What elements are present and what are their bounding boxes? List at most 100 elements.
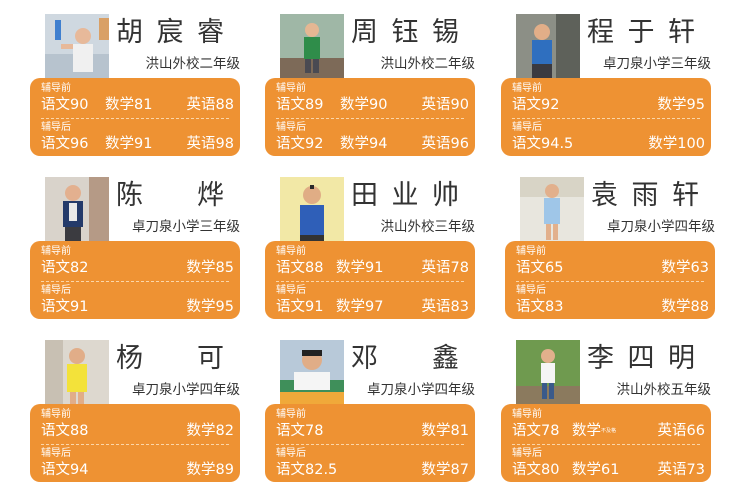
student-school-grade: 卓刀泉小学四年级 [607, 219, 715, 235]
after-scores: 辅导后 语文83 数学88 [516, 285, 709, 317]
student-photo [280, 340, 344, 404]
math-score-after: 数学61 [572, 462, 620, 478]
student-name: 田业帅 [351, 179, 459, 211]
before-scores: 辅导前 语文92 数学95 [512, 83, 705, 115]
before-label: 辅导前 [41, 246, 71, 257]
divider [41, 118, 229, 119]
before-scores: 辅导前 语文88 数学82 [41, 409, 234, 441]
student-photo [45, 177, 109, 241]
before-label: 辅导前 [512, 83, 542, 94]
student-name: 程于轩 [587, 16, 695, 48]
divider [516, 281, 704, 282]
student-name: 胡宸睿 [116, 16, 224, 48]
student-photo [280, 14, 344, 78]
math-score-before: 数学81 [105, 97, 153, 113]
chinese-score-after: 语文94.5 [512, 136, 574, 152]
after-scores: 辅导后 语文91 数学97 英语83 [276, 285, 469, 317]
english-score-after: 英语83 [421, 299, 469, 315]
math-score-before: 数学81 [421, 423, 469, 439]
student-school-grade: 洪山外校二年级 [380, 56, 476, 72]
student-school-grade: 洪山外校二年级 [145, 56, 241, 72]
student-name: 周钰锡 [351, 16, 459, 48]
math-score-before: 数学95 [657, 97, 705, 113]
english-score-after: 英语96 [421, 136, 469, 152]
before-label: 辅导前 [41, 409, 71, 420]
math-score-after: 数学87 [421, 462, 469, 478]
before-scores: 辅导前 语文65 数学63 [516, 246, 709, 278]
after-label: 辅导后 [512, 122, 542, 133]
divider [512, 118, 700, 119]
divider [41, 281, 229, 282]
score-panel: 辅导前 语文78 数学不及格 英语66 辅导后 语文80 数学61 英语73 [501, 404, 711, 482]
divider [512, 444, 700, 445]
after-label: 辅导后 [516, 285, 546, 296]
before-scores: 辅导前 语文88 数学91 英语78 [276, 246, 469, 278]
math-score-before: 数学不及格 [572, 423, 617, 439]
student-school-grade: 洪山外校五年级 [616, 382, 712, 398]
before-label: 辅导前 [516, 246, 546, 257]
student-name: 杨可 [116, 342, 224, 374]
chinese-score-after: 语文91 [41, 299, 89, 315]
english-score-after: 英语98 [186, 136, 234, 152]
english-score-after: 英语73 [657, 462, 705, 478]
math-score-after: 数学97 [336, 299, 384, 315]
chinese-score-before: 语文65 [516, 260, 564, 276]
student-school-grade: 卓刀泉小学三年级 [132, 219, 240, 235]
after-label: 辅导后 [276, 448, 306, 459]
student-photo [45, 340, 109, 404]
student-card: 邓鑫 卓刀泉小学四年级 辅导前 语文78 数学81 辅导后 语文82.5 数学8… [265, 340, 475, 482]
score-panel: 辅导前 语文65 数学63 辅导后 语文83 数学88 [505, 241, 715, 319]
english-score-before: 英语90 [421, 97, 469, 113]
math-score-before: 数学91 [336, 260, 384, 276]
after-scores: 辅导后 语文82.5 数学87 [276, 448, 469, 480]
before-label: 辅导前 [41, 83, 71, 94]
student-school-grade: 卓刀泉小学四年级 [367, 382, 475, 398]
student-card: 袁雨轩 卓刀泉小学四年级 辅导前 语文65 数学63 辅导后 语文83 数学88 [505, 177, 715, 319]
after-label: 辅导后 [41, 285, 71, 296]
student-name: 陈烨 [116, 179, 224, 211]
score-panel: 辅导前 语文90 数学81 英语88 辅导后 语文96 数学91 英语98 [30, 78, 240, 156]
score-panel: 辅导前 语文78 数学81 辅导后 语文82.5 数学87 [265, 404, 475, 482]
chinese-score-before: 语文78 [512, 423, 560, 439]
student-name: 李四明 [587, 342, 695, 374]
after-label: 辅导后 [41, 448, 71, 459]
math-score-after: 数学89 [186, 462, 234, 478]
student-card: 田业帅 洪山外校三年级 辅导前 语文88 数学91 英语78 辅导后 语文91 … [265, 177, 475, 319]
student-photo [516, 340, 580, 404]
math-score-before: 数学85 [186, 260, 234, 276]
after-label: 辅导后 [276, 122, 306, 133]
student-card: 李四明 洪山外校五年级 辅导前 语文78 数学不及格 英语66 辅导后 语文80… [501, 340, 711, 482]
chinese-score-after: 语文91 [276, 299, 324, 315]
chinese-score-before: 语文90 [41, 97, 89, 113]
chinese-score-after: 语文80 [512, 462, 560, 478]
after-scores: 辅导后 语文91 数学95 [41, 285, 234, 317]
student-card: 程于轩 卓刀泉小学三年级 辅导前 语文92 数学95 辅导后 语文94.5 数学… [501, 14, 711, 156]
divider [276, 118, 464, 119]
after-scores: 辅导后 语文94.5 数学100 [512, 122, 705, 154]
score-panel: 辅导前 语文92 数学95 辅导后 语文94.5 数学100 [501, 78, 711, 156]
english-score-before: 英语88 [186, 97, 234, 113]
divider [276, 444, 464, 445]
chinese-score-after: 语文94 [41, 462, 89, 478]
before-label: 辅导前 [276, 409, 306, 420]
fail-note: 不及格 [601, 428, 617, 434]
student-photo [45, 14, 109, 78]
before-label: 辅导前 [276, 83, 306, 94]
chinese-score-before: 语文92 [512, 97, 560, 113]
score-panel: 辅导前 语文88 数学82 辅导后 语文94 数学89 [30, 404, 240, 482]
chinese-score-before: 语文78 [276, 423, 324, 439]
math-score-before: 数学90 [340, 97, 388, 113]
before-scores: 辅导前 语文89 数学90 英语90 [276, 83, 469, 115]
chinese-score-after: 语文82.5 [276, 462, 338, 478]
before-label: 辅导前 [512, 409, 542, 420]
math-score-after: 数学95 [186, 299, 234, 315]
chinese-score-before: 语文88 [41, 423, 89, 439]
chinese-score-before: 语文89 [276, 97, 324, 113]
math-score-after: 数学88 [661, 299, 709, 315]
after-scores: 辅导后 语文94 数学89 [41, 448, 234, 480]
student-card: 陈烨 卓刀泉小学三年级 辅导前 语文82 数学85 辅导后 语文91 数学95 [30, 177, 240, 319]
after-label: 辅导后 [276, 285, 306, 296]
after-scores: 辅导后 语文92 数学94 英语96 [276, 122, 469, 154]
divider [41, 444, 229, 445]
student-school-grade: 卓刀泉小学三年级 [603, 56, 711, 72]
